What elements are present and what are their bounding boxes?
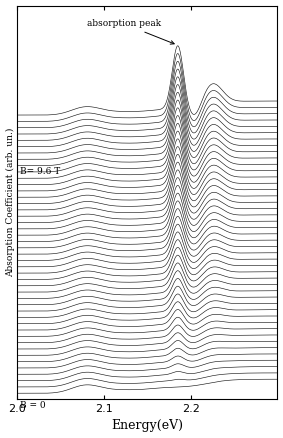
X-axis label: Energy(eV): Energy(eV) [112, 420, 183, 432]
Text: absorption peak: absorption peak [87, 19, 174, 44]
Text: B= 9.6 T: B= 9.6 T [20, 167, 60, 177]
Text: B = 0: B = 0 [20, 401, 46, 410]
Y-axis label: Absorption Coefficient (arb. un.): Absorption Coefficient (arb. un.) [6, 127, 15, 277]
